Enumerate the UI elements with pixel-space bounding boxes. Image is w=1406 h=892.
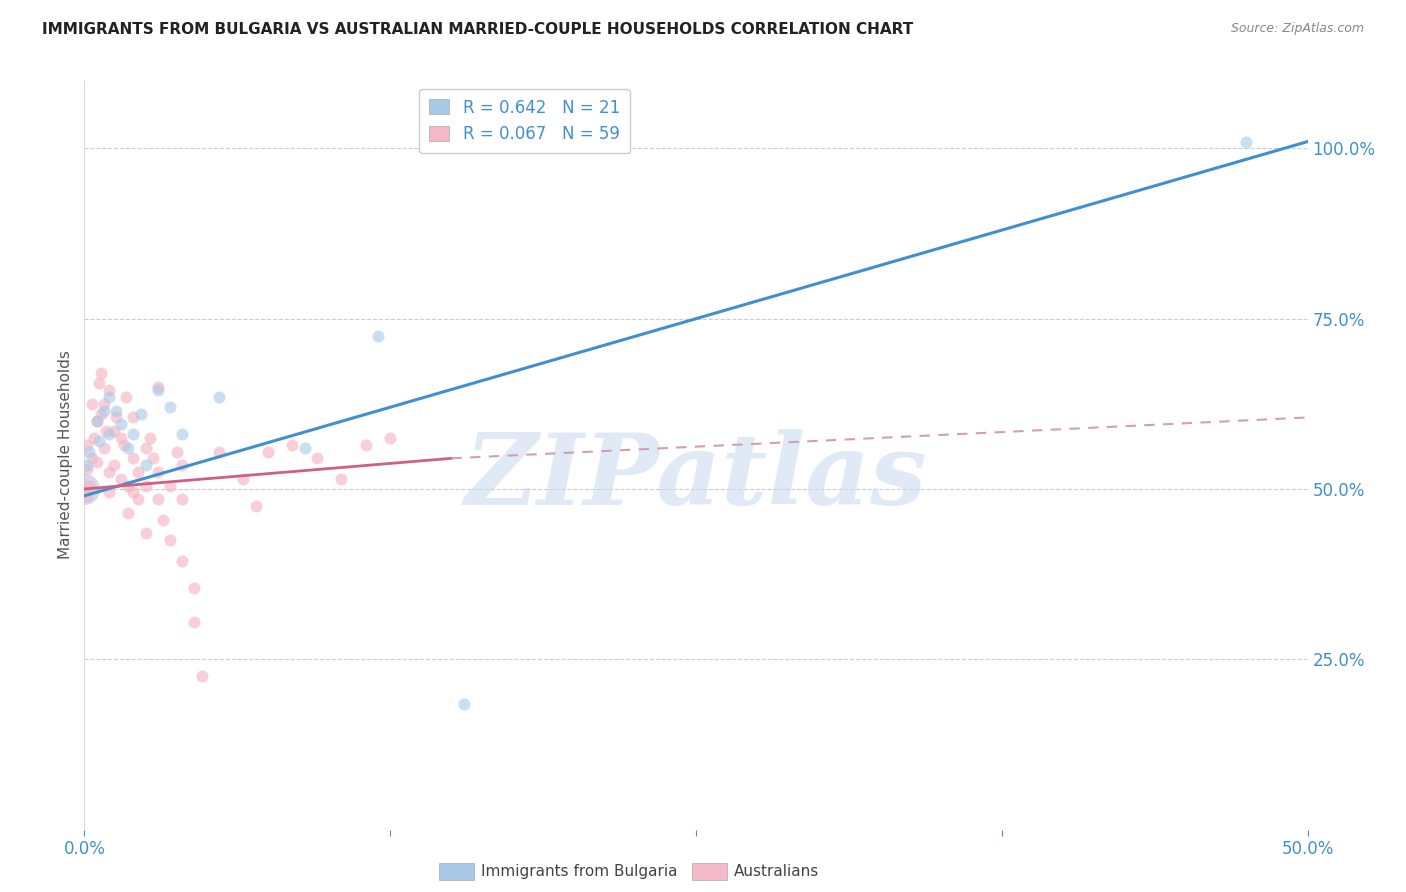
Point <box>191 669 214 683</box>
Point <box>97 390 120 404</box>
Point <box>380 431 402 445</box>
Point <box>110 472 132 486</box>
Point <box>142 451 165 466</box>
Point <box>86 414 108 428</box>
Point <box>115 390 138 404</box>
Point <box>129 407 152 421</box>
Point <box>76 458 98 472</box>
Point <box>208 444 231 458</box>
Point <box>77 478 100 492</box>
Point <box>183 581 205 595</box>
Text: Australians: Australians <box>734 864 820 879</box>
Point <box>83 431 105 445</box>
Text: IMMIGRANTS FROM BULGARIA VS AUSTRALIAN MARRIED-COUPLE HOUSEHOLDS CORRELATION CHA: IMMIGRANTS FROM BULGARIA VS AUSTRALIAN M… <box>42 22 914 37</box>
Point <box>453 697 475 711</box>
Point <box>330 472 353 486</box>
Text: Source: ZipAtlas.com: Source: ZipAtlas.com <box>1230 22 1364 36</box>
Point <box>127 492 149 507</box>
Point <box>90 407 112 421</box>
Point <box>122 451 145 466</box>
Point <box>183 615 205 629</box>
Point <box>146 465 169 479</box>
Point <box>97 485 120 500</box>
Point <box>117 441 139 455</box>
Point <box>87 434 110 449</box>
Point <box>112 438 135 452</box>
Point <box>105 410 128 425</box>
Text: ZIPatlas: ZIPatlas <box>465 429 927 525</box>
Point <box>122 427 145 442</box>
Point <box>245 499 267 513</box>
Point <box>93 397 115 411</box>
Point <box>117 506 139 520</box>
Point <box>166 444 188 458</box>
Point <box>135 441 157 455</box>
Point <box>110 417 132 432</box>
Point <box>117 478 139 492</box>
Point <box>122 485 145 500</box>
Point <box>103 424 125 438</box>
Point <box>90 366 112 380</box>
Point <box>172 553 194 567</box>
Point <box>367 328 389 343</box>
Point <box>135 478 157 492</box>
Point <box>97 465 120 479</box>
Legend: R = 0.642   N = 21, R = 0.067   N = 59: R = 0.642 N = 21, R = 0.067 N = 59 <box>419 88 630 153</box>
Y-axis label: Married-couple Households: Married-couple Households <box>58 351 73 559</box>
Point <box>172 492 194 507</box>
Point <box>135 526 157 541</box>
Point <box>232 472 254 486</box>
Point <box>86 414 108 428</box>
Point <box>76 461 98 475</box>
Point <box>127 465 149 479</box>
Point <box>73 482 96 496</box>
Point <box>281 438 304 452</box>
Point <box>146 380 169 394</box>
Point <box>294 441 316 455</box>
Point <box>96 424 118 438</box>
Point <box>93 441 115 455</box>
Point <box>159 533 181 547</box>
Point <box>122 410 145 425</box>
Point <box>93 403 115 417</box>
Point <box>354 438 377 452</box>
Point <box>105 403 128 417</box>
Point <box>97 383 120 397</box>
Text: Immigrants from Bulgaria: Immigrants from Bulgaria <box>481 864 678 879</box>
Point <box>172 427 194 442</box>
Point <box>172 458 194 472</box>
Point <box>159 478 181 492</box>
Point <box>80 451 103 466</box>
Point <box>110 431 132 445</box>
Point <box>139 431 162 445</box>
Point <box>76 438 98 452</box>
Point <box>257 444 280 458</box>
Point <box>208 390 231 404</box>
Point <box>77 444 100 458</box>
Point <box>76 489 98 503</box>
Point <box>152 513 174 527</box>
Point <box>97 427 120 442</box>
Point <box>103 458 125 472</box>
Point <box>305 451 328 466</box>
Point <box>146 383 169 397</box>
Point <box>159 401 181 415</box>
Point <box>87 376 110 391</box>
Point <box>1236 135 1258 149</box>
Point <box>80 397 103 411</box>
Point <box>146 492 169 507</box>
Point <box>86 455 108 469</box>
Point <box>135 458 157 472</box>
